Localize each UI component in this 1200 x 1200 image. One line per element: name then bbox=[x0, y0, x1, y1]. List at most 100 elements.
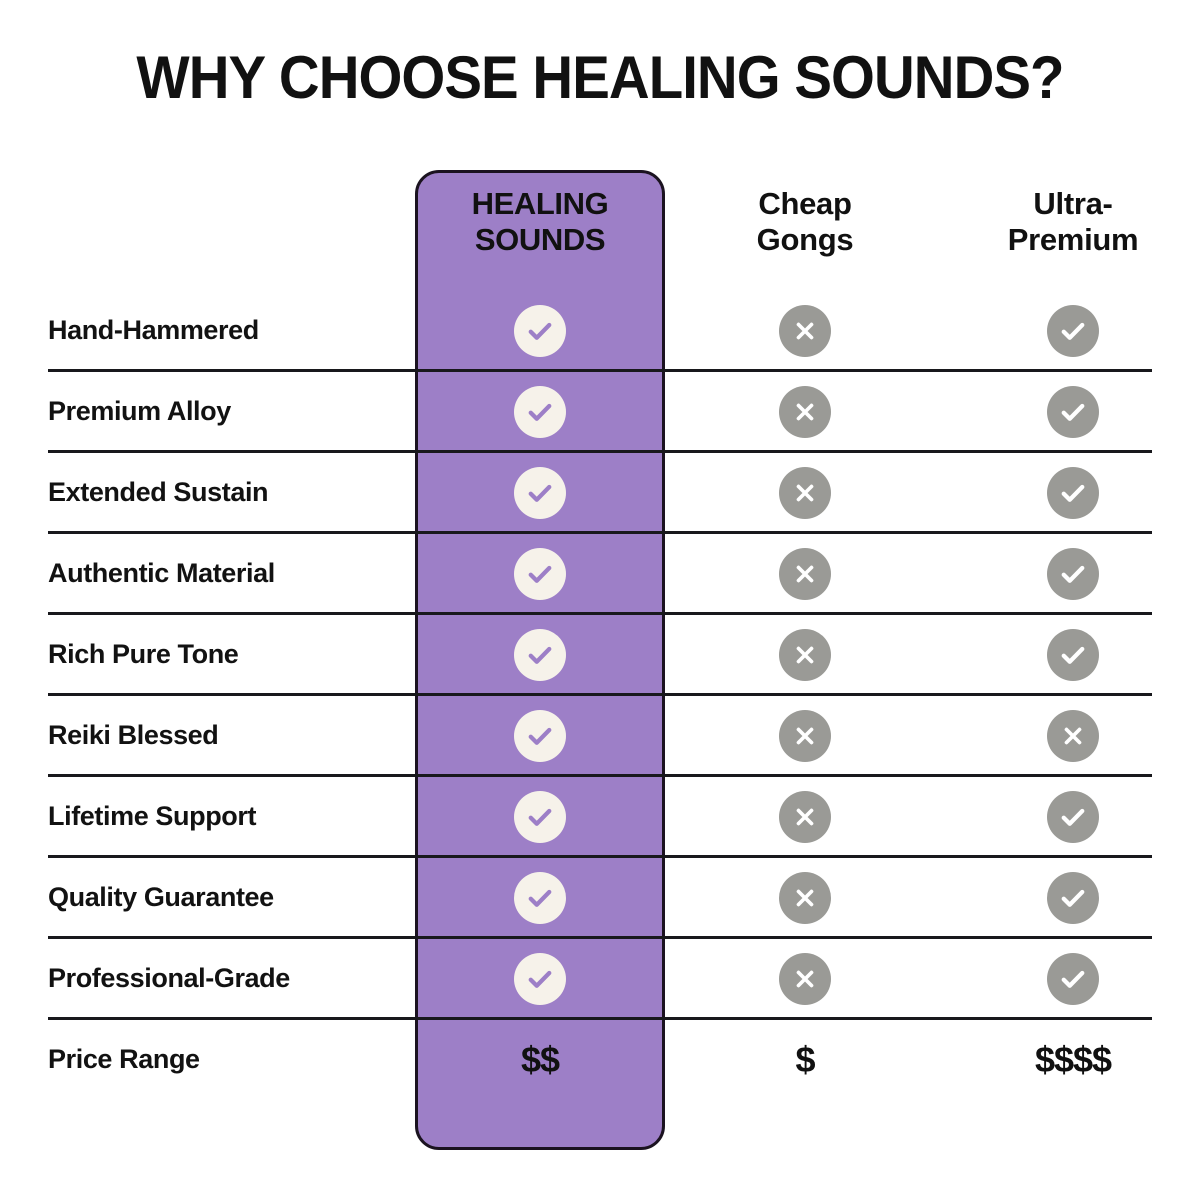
cell-featured bbox=[415, 452, 665, 533]
cell-cheap bbox=[680, 695, 930, 776]
cross-icon bbox=[779, 466, 831, 519]
cross-icon bbox=[779, 385, 831, 438]
row-divider bbox=[48, 936, 1152, 939]
cell-cheap bbox=[680, 776, 930, 857]
cell-cheap bbox=[680, 938, 930, 1019]
row-label: Authentic Material bbox=[48, 558, 275, 588]
table-row: Price Range $$ $ $$$$ bbox=[0, 1019, 1200, 1100]
check-icon bbox=[514, 304, 566, 357]
cell-featured bbox=[415, 290, 665, 371]
table-row: Reiki Blessed bbox=[0, 695, 1200, 776]
row-divider bbox=[48, 774, 1152, 777]
column-header-cheap-gongs: Cheap Gongs bbox=[680, 186, 930, 258]
column-header-line1: HEALING bbox=[471, 186, 609, 221]
row-label: Hand-Hammered bbox=[48, 315, 259, 345]
row-label: Extended Sustain bbox=[48, 477, 269, 507]
cell-cheap bbox=[680, 614, 930, 695]
check-icon bbox=[1047, 628, 1099, 681]
cell-cheap bbox=[680, 371, 930, 452]
check-icon bbox=[1047, 871, 1099, 924]
column-header-line2: SOUNDS bbox=[474, 221, 606, 257]
table-row: Authentic Material bbox=[0, 533, 1200, 614]
cell-cheap: $ bbox=[680, 1019, 930, 1100]
column-header-line2: Premium bbox=[1007, 221, 1139, 257]
cell-featured bbox=[415, 371, 665, 452]
row-divider bbox=[48, 855, 1152, 858]
check-icon bbox=[514, 790, 566, 843]
table-row: Rich Pure Tone bbox=[0, 614, 1200, 695]
table-row: Lifetime Support bbox=[0, 776, 1200, 857]
cell-ultra bbox=[948, 533, 1198, 614]
row-divider bbox=[48, 369, 1152, 372]
cell-featured bbox=[415, 938, 665, 1019]
table-row: Hand-Hammered bbox=[0, 290, 1200, 371]
cell-ultra bbox=[948, 776, 1198, 857]
page-title: WHY CHOOSE HEALING SOUNDS? bbox=[136, 44, 1064, 111]
cell-ultra bbox=[948, 371, 1198, 452]
price-value: $ bbox=[795, 1038, 815, 1080]
row-label: Rich Pure Tone bbox=[48, 639, 239, 669]
cell-ultra bbox=[948, 695, 1198, 776]
check-icon bbox=[1047, 385, 1099, 438]
price-value: $$$$ bbox=[1034, 1038, 1112, 1080]
cell-featured bbox=[415, 533, 665, 614]
cell-featured bbox=[415, 776, 665, 857]
cross-icon bbox=[779, 871, 831, 924]
check-icon bbox=[514, 466, 566, 519]
check-icon bbox=[1047, 790, 1099, 843]
column-header-healing-sounds: HEALING SOUNDS bbox=[415, 186, 665, 258]
row-divider bbox=[48, 450, 1152, 453]
cross-icon bbox=[779, 628, 831, 681]
cross-icon bbox=[779, 790, 831, 843]
check-icon bbox=[514, 871, 566, 924]
table-row: Professional-Grade bbox=[0, 938, 1200, 1019]
column-header-ultra-premium: Ultra- Premium bbox=[948, 186, 1198, 258]
cell-cheap bbox=[680, 857, 930, 938]
cross-icon bbox=[779, 709, 831, 762]
row-label: Reiki Blessed bbox=[48, 720, 219, 750]
row-label: Professional-Grade bbox=[48, 963, 290, 993]
check-icon bbox=[1047, 304, 1099, 357]
check-icon bbox=[514, 952, 566, 1005]
check-icon bbox=[514, 709, 566, 762]
column-header-line1: Cheap bbox=[758, 186, 852, 221]
cell-ultra bbox=[948, 857, 1198, 938]
column-header-line1: Ultra- bbox=[1033, 186, 1113, 221]
row-divider bbox=[48, 693, 1152, 696]
cell-featured bbox=[415, 614, 665, 695]
table-row: Extended Sustain bbox=[0, 452, 1200, 533]
cross-icon bbox=[779, 547, 831, 600]
cell-cheap bbox=[680, 452, 930, 533]
cell-ultra bbox=[948, 614, 1198, 695]
price-value: $$ bbox=[520, 1038, 560, 1080]
row-divider bbox=[48, 531, 1152, 534]
check-icon bbox=[1047, 547, 1099, 600]
table-row: Premium Alloy bbox=[0, 371, 1200, 452]
cross-icon bbox=[1047, 709, 1099, 762]
cell-ultra: $$$$ bbox=[948, 1019, 1198, 1100]
row-label: Lifetime Support bbox=[48, 801, 257, 831]
check-icon bbox=[514, 385, 566, 438]
cross-icon bbox=[779, 952, 831, 1005]
row-divider bbox=[48, 612, 1152, 615]
check-icon bbox=[1047, 466, 1099, 519]
cell-cheap bbox=[680, 290, 930, 371]
cell-ultra bbox=[948, 938, 1198, 1019]
check-icon bbox=[1047, 952, 1099, 1005]
cell-ultra bbox=[948, 452, 1198, 533]
cell-featured bbox=[415, 695, 665, 776]
table-row: Quality Guarantee bbox=[0, 857, 1200, 938]
cell-featured bbox=[415, 857, 665, 938]
row-label: Premium Alloy bbox=[48, 396, 231, 426]
cross-icon bbox=[779, 304, 831, 357]
row-divider bbox=[48, 1017, 1152, 1020]
cell-featured: $$ bbox=[415, 1019, 665, 1100]
column-header-line2: Gongs bbox=[756, 221, 854, 257]
cell-cheap bbox=[680, 533, 930, 614]
check-icon bbox=[514, 628, 566, 681]
cell-ultra bbox=[948, 290, 1198, 371]
row-label: Price Range bbox=[48, 1044, 200, 1074]
row-label: Quality Guarantee bbox=[48, 882, 274, 912]
check-icon bbox=[514, 547, 566, 600]
